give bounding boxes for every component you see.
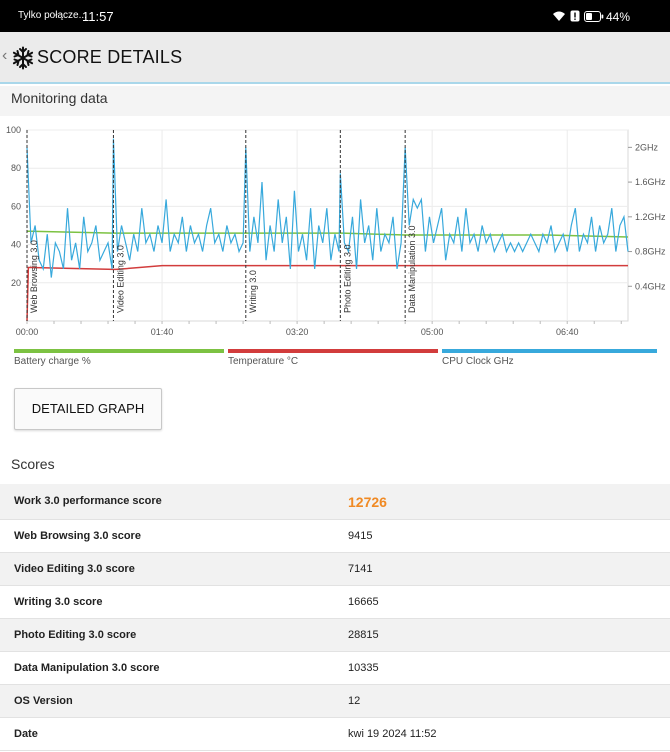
score-value: 10335 — [348, 662, 379, 674]
score-row-work: Work 3.0 performance score 12726 — [0, 484, 670, 520]
score-row-photo: Photo Editing 3.0 score 28815 — [0, 619, 670, 652]
y-left-tick-label: 80 — [11, 163, 21, 173]
monitoring-header: Monitoring data — [0, 86, 670, 116]
workload-marker-label: Web Browsing 3.0 — [29, 240, 39, 313]
alert-icon — [570, 10, 580, 22]
legend-temperature: Temperature °C — [228, 349, 438, 369]
legend-battery-label: Battery charge % — [14, 356, 91, 367]
plot-area — [26, 129, 629, 322]
score-label: Work 3.0 performance score — [14, 495, 162, 507]
legend-battery: Battery charge % — [14, 349, 224, 369]
score-row-os: OS Version 12 — [0, 685, 670, 718]
score-label: Video Editing 3.0 score — [14, 563, 135, 575]
score-row-date: Date kwi 19 2024 11:52 — [0, 718, 670, 751]
score-label: Web Browsing 3.0 score — [14, 530, 141, 542]
workload-marker-label: Data Manipulation 3.0 — [407, 225, 417, 313]
workload-marker-label: Photo Editing 3.0 — [342, 244, 352, 313]
monitoring-chart-svg: 100 80 60 40 20 2GHz 1.6GHz 1.2GHz 0.8GHz 0.4GHz 0… — [6, 125, 666, 337]
snowflake-logo-icon[interactable] — [11, 46, 35, 70]
y-right-tick-label: 1.6GHz — [635, 177, 666, 187]
x-tick-label: 01:40 — [151, 327, 174, 337]
battery-icon — [584, 10, 604, 22]
score-row-video: Video Editing 3.0 score 7141 — [0, 553, 670, 586]
app-bar: ‹ SCORE DETAILS — [0, 32, 670, 84]
legend-battery-swatch — [14, 349, 224, 353]
y-right-tick-label: 2GHz — [635, 142, 659, 152]
score-label: Date — [14, 728, 38, 740]
scores-title: Scores — [11, 456, 55, 472]
legend-cpu-label: CPU Clock GHz — [442, 356, 514, 367]
y-right-tick-label: 1.2GHz — [635, 212, 666, 222]
monitoring-title: Monitoring data — [11, 90, 108, 106]
workload-marker-label: Writing 3.0 — [248, 270, 258, 313]
monitoring-chart: 100 80 60 40 20 2GHz 1.6GHz 1.2GHz 0.8GHz 0.4GHz 0… — [0, 118, 670, 368]
legend-cpu: CPU Clock GHz — [442, 349, 657, 369]
score-value: 16665 — [348, 596, 379, 608]
score-row-web: Web Browsing 3.0 score 9415 — [0, 520, 670, 553]
score-value: 7141 — [348, 563, 373, 575]
page-title: SCORE DETAILS — [37, 47, 183, 67]
score-label: Writing 3.0 score — [14, 596, 103, 608]
score-row-data: Data Manipulation 3.0 score 10335 — [0, 652, 670, 685]
y-left-tick-label: 100 — [6, 125, 21, 135]
workload-marker-label: Video Editing 3.0 — [115, 245, 125, 313]
score-label: OS Version — [14, 695, 73, 707]
series-cpu-line — [26, 138, 629, 278]
y-left-tick-label: 60 — [11, 201, 21, 211]
back-chevron-icon[interactable]: ‹ — [2, 47, 8, 64]
y-right-tick-label: 0.4GHz — [635, 281, 666, 291]
detailed-graph-button[interactable]: DETAILED GRAPH — [14, 388, 162, 430]
score-label: Data Manipulation 3.0 score — [14, 662, 160, 674]
x-tick-label: 05:00 — [421, 327, 444, 337]
legend-temperature-swatch — [228, 349, 438, 353]
y-left-tick-label: 20 — [11, 278, 21, 288]
wifi-icon — [553, 11, 565, 21]
series-battery-line — [27, 230, 629, 238]
carrier-label: Tylko połącze... — [18, 10, 87, 21]
legend-cpu-swatch — [442, 349, 657, 353]
x-tick-label: 00:00 — [16, 327, 39, 337]
status-bar: Tylko połącze... 11:57 44% — [0, 0, 670, 32]
score-row-writing: Writing 3.0 score 16665 — [0, 586, 670, 619]
score-value: 9415 — [348, 530, 373, 542]
y-left-tick-label: 40 — [11, 240, 21, 250]
legend-temperature-label: Temperature °C — [228, 356, 299, 367]
score-value: 12 — [348, 695, 361, 707]
score-value: 28815 — [348, 629, 379, 641]
score-value: kwi 19 2024 11:52 — [348, 728, 437, 740]
score-label: Photo Editing 3.0 score — [14, 629, 137, 641]
battery-percent: 44% — [605, 10, 630, 24]
x-tick-label: 03:20 — [286, 327, 309, 337]
x-tick-label: 06:40 — [556, 327, 579, 337]
clock: 11:57 — [82, 9, 114, 24]
score-value-main: 12726 — [348, 494, 387, 510]
status-icons — [552, 10, 604, 22]
y-right-tick-label: 0.8GHz — [635, 247, 666, 257]
scores-table: Work 3.0 performance score 12726 Web Bro… — [0, 484, 670, 751]
